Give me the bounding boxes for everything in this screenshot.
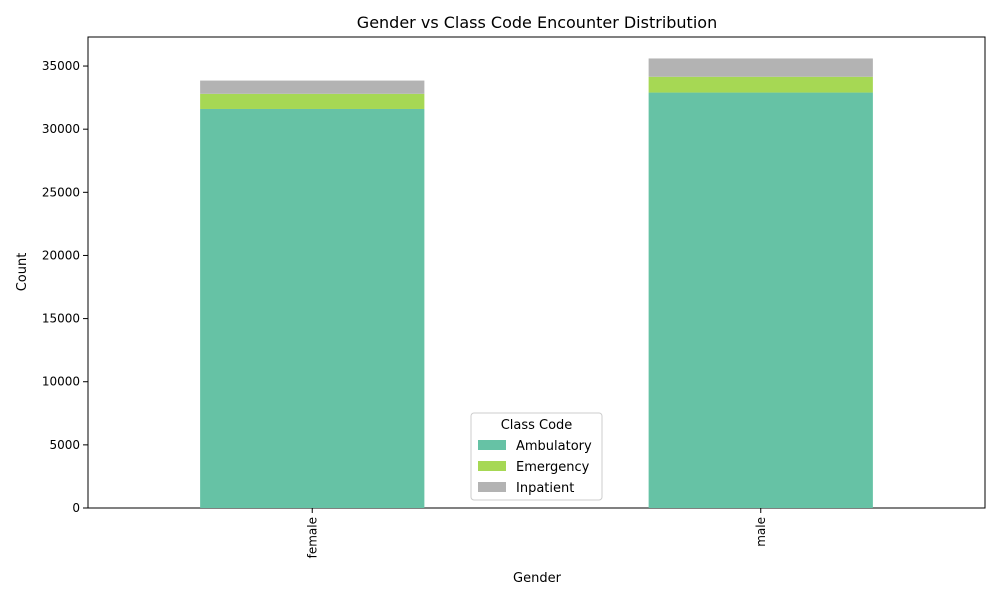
bar-female-inpatient <box>200 80 425 94</box>
x-axis: female male <box>305 508 768 558</box>
y-tick-label: 15000 <box>42 312 80 326</box>
legend-label-emergency: Emergency <box>516 460 590 475</box>
bar-male-ambulatory <box>648 92 873 509</box>
x-tick-label: male <box>754 517 768 547</box>
bar-female-emergency <box>200 93 425 109</box>
plot-area <box>87 36 986 509</box>
legend-box <box>470 412 603 501</box>
y-tick-label: 25000 <box>42 185 80 199</box>
plot-frame <box>87 36 986 509</box>
y-axis: 0 5000 10000 15000 20000 25000 30000 35000 <box>42 59 88 515</box>
bar-male-inpatient <box>648 58 873 77</box>
x-tick-label: female <box>305 517 319 558</box>
legend-label-ambulatory: Ambulatory <box>516 439 592 454</box>
legend-label-inpatient: Inpatient <box>516 481 574 496</box>
legend-title: Class Code <box>501 418 573 433</box>
legend-swatch-inpatient <box>478 482 506 492</box>
y-tick-label: 20000 <box>42 248 80 262</box>
legend: Class Code Ambulatory Emergency Inpatient <box>470 412 603 501</box>
y-tick-label: 35000 <box>42 59 80 73</box>
bars <box>200 58 873 509</box>
y-tick-label: 10000 <box>42 375 80 389</box>
y-tick-label: 5000 <box>49 438 80 452</box>
chart-title: Gender vs Class Code Encounter Distribut… <box>357 13 717 32</box>
bar-male-emergency <box>648 76 873 93</box>
bar-female-ambulatory <box>200 108 425 509</box>
y-tick-label: 0 <box>72 501 80 515</box>
y-axis-label: Count <box>15 253 30 292</box>
legend-swatch-ambulatory <box>478 440 506 450</box>
legend-swatch-emergency <box>478 461 506 471</box>
y-tick-label: 30000 <box>42 122 80 136</box>
x-axis-label: Gender <box>513 571 562 586</box>
